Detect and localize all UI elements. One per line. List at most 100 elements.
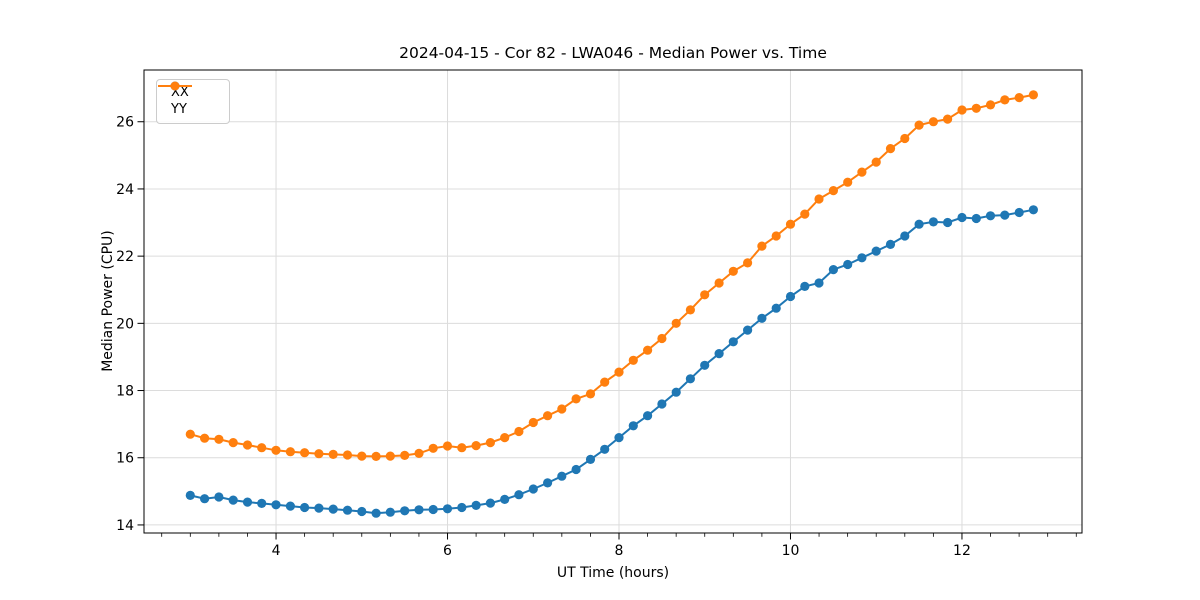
y-tick-label: 18 <box>116 384 134 400</box>
data-point-xx <box>714 349 724 359</box>
data-point-yy <box>857 167 867 177</box>
data-point-xx <box>914 219 924 229</box>
x-axis-label: UT Time (hours) <box>557 565 669 581</box>
data-point-yy <box>971 103 981 113</box>
data-point-yy <box>928 117 939 127</box>
grid-lines <box>144 70 1082 533</box>
data-point-yy <box>628 355 638 365</box>
data-point-xx <box>557 471 567 481</box>
data-point-xx <box>228 495 238 505</box>
data-point-yy <box>743 258 753 268</box>
y-tick-label: 14 <box>116 518 134 534</box>
data-point-xx <box>528 484 538 494</box>
data-point-xx <box>300 502 310 513</box>
legend-label-yy: YY <box>171 102 187 118</box>
axis-ticks <box>137 121 963 540</box>
data-point-xx <box>1000 210 1010 220</box>
y-tick-label: 22 <box>116 249 134 265</box>
y-tick-labels: 14 16 18 20 22 24 26 <box>116 115 134 534</box>
data-point-yy <box>1028 90 1038 100</box>
data-point-xx <box>214 492 224 502</box>
data-point-yy <box>428 443 438 453</box>
data-point-xx <box>828 265 839 275</box>
data-point-xx <box>385 507 395 517</box>
data-point-yy <box>700 290 710 300</box>
data-point-xx <box>257 498 267 508</box>
data-point-xx <box>928 217 939 227</box>
data-point-yy <box>685 305 696 315</box>
data-point-yy <box>200 433 210 443</box>
data-point-xx <box>685 374 696 384</box>
data-point-xx <box>314 503 324 513</box>
data-point-yy <box>885 144 896 154</box>
data-point-xx <box>471 500 481 510</box>
data-point-xx <box>543 478 553 488</box>
data-point-xx <box>871 246 881 256</box>
data-point-xx <box>500 494 510 504</box>
data-point-yy <box>543 411 553 421</box>
data-point-xx <box>185 490 195 500</box>
data-point-xx <box>628 421 638 431</box>
data-point-xx <box>985 211 996 221</box>
data-point-yy <box>357 451 367 461</box>
data-point-xx <box>285 501 295 511</box>
data-point-xx <box>328 504 338 514</box>
data-point-xx <box>771 303 781 313</box>
data-point-yy <box>185 429 195 439</box>
x-tick-label: 12 <box>953 543 971 559</box>
data-point-yy <box>328 449 338 459</box>
data-point-xx <box>585 454 596 464</box>
y-tick-label: 20 <box>116 316 134 332</box>
data-point-xx <box>400 506 410 516</box>
data-point-xx <box>728 337 738 347</box>
series-xx <box>185 205 1038 518</box>
data-point-yy <box>643 345 653 355</box>
data-point-yy <box>500 433 510 443</box>
plot-border <box>143 69 1083 534</box>
data-point-yy <box>385 451 395 461</box>
data-point-yy <box>985 100 996 110</box>
data-point-yy <box>485 438 495 448</box>
data-point-yy <box>871 157 881 167</box>
data-point-xx <box>800 281 810 291</box>
data-point-yy <box>228 438 238 448</box>
data-point-yy <box>271 445 281 455</box>
x-tick-labels: 4 6 8 10 12 <box>272 543 971 559</box>
plot-render-layer: 4 6 8 10 12 14 16 18 20 22 24 26 <box>116 69 1083 559</box>
data-point-yy <box>257 443 267 453</box>
data-point-xx <box>943 217 953 228</box>
data-point-xx <box>743 325 753 335</box>
data-point-yy <box>557 404 567 414</box>
data-point-yy <box>414 448 424 458</box>
data-point-xx <box>414 505 424 515</box>
data-point-yy <box>614 367 624 377</box>
chart-title: 2024-04-15 - Cor 82 - LWA046 - Median Po… <box>399 44 827 62</box>
data-point-yy <box>342 450 353 460</box>
data-point-xx <box>600 444 610 454</box>
legend-line-marker-icon <box>158 81 192 91</box>
data-point-xx <box>200 494 210 504</box>
x-tick-label: 6 <box>443 543 452 559</box>
data-point-xx <box>700 360 710 370</box>
x-tick-label: 4 <box>272 543 281 559</box>
data-point-yy <box>785 219 796 229</box>
data-point-yy <box>800 209 810 219</box>
data-point-xx <box>1014 207 1024 218</box>
data-point-yy <box>728 266 738 276</box>
data-point-xx <box>843 259 853 270</box>
data-point-yy <box>300 448 310 458</box>
data-point-xx <box>428 504 438 515</box>
data-point-yy <box>600 377 610 387</box>
data-point-yy <box>285 447 295 457</box>
data-point-xx <box>571 464 581 475</box>
y-axis-label: Median Power (CPU) <box>100 230 116 372</box>
data-point-yy <box>814 194 824 204</box>
legend: XX YY <box>156 79 230 124</box>
data-point-yy <box>1014 93 1024 103</box>
data-point-yy <box>314 449 324 459</box>
data-point-yy <box>214 434 224 444</box>
data-point-xx <box>1028 205 1038 215</box>
data-point-yy <box>571 394 581 404</box>
data-point-yy <box>528 417 538 428</box>
data-point-xx <box>485 498 495 508</box>
